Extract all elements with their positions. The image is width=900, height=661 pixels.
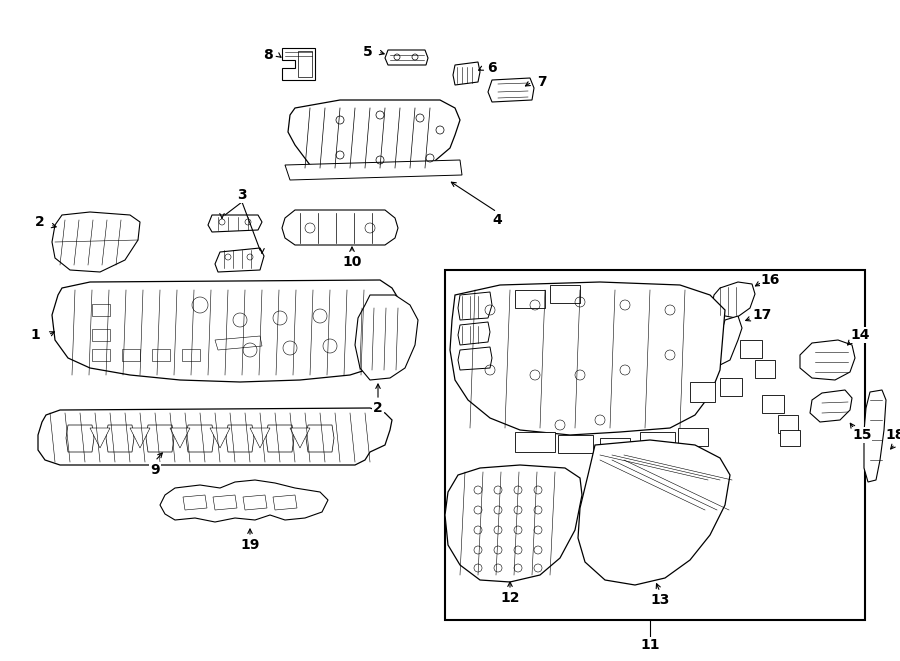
- Bar: [720, 378, 742, 396]
- Polygon shape: [290, 428, 310, 448]
- Text: 5: 5: [363, 45, 373, 59]
- Polygon shape: [160, 480, 328, 522]
- Polygon shape: [186, 425, 214, 452]
- Bar: [678, 428, 708, 446]
- Text: 9: 9: [150, 463, 160, 477]
- Polygon shape: [864, 390, 886, 482]
- Bar: [445, 270, 865, 620]
- Polygon shape: [90, 428, 110, 448]
- Bar: [182, 349, 200, 361]
- Text: 6: 6: [487, 61, 497, 75]
- Polygon shape: [285, 160, 462, 180]
- Text: 1: 1: [30, 328, 40, 342]
- Text: 10: 10: [342, 255, 362, 269]
- Polygon shape: [250, 428, 270, 448]
- Bar: [740, 340, 762, 358]
- Text: 2: 2: [35, 215, 45, 229]
- Polygon shape: [458, 347, 492, 370]
- Polygon shape: [208, 215, 262, 232]
- Polygon shape: [306, 425, 334, 452]
- Bar: [515, 432, 555, 452]
- Polygon shape: [38, 408, 392, 465]
- Text: 13: 13: [651, 593, 670, 607]
- Text: 16: 16: [760, 273, 779, 287]
- Polygon shape: [106, 425, 134, 452]
- Bar: [92, 329, 110, 341]
- Bar: [600, 438, 630, 456]
- Polygon shape: [52, 212, 140, 272]
- Polygon shape: [385, 50, 428, 65]
- Polygon shape: [130, 428, 150, 448]
- Bar: [92, 349, 110, 361]
- Text: 4: 4: [492, 213, 502, 227]
- Polygon shape: [183, 495, 207, 510]
- Text: 15: 15: [852, 428, 872, 442]
- Bar: [92, 304, 110, 316]
- Polygon shape: [273, 495, 297, 510]
- Bar: [640, 432, 675, 450]
- Text: 2: 2: [374, 401, 382, 415]
- Bar: [762, 395, 784, 413]
- Bar: [152, 349, 170, 361]
- Bar: [515, 290, 545, 308]
- Polygon shape: [355, 295, 418, 380]
- Text: 3: 3: [238, 188, 247, 202]
- Text: 14: 14: [850, 328, 869, 342]
- Polygon shape: [578, 440, 730, 585]
- Bar: [558, 435, 593, 453]
- Polygon shape: [453, 62, 480, 85]
- Text: 11: 11: [640, 638, 660, 652]
- Polygon shape: [445, 465, 582, 582]
- Polygon shape: [712, 282, 755, 318]
- Bar: [122, 349, 140, 361]
- Text: 8: 8: [263, 48, 273, 62]
- Polygon shape: [215, 336, 262, 350]
- Polygon shape: [266, 425, 294, 452]
- Polygon shape: [288, 100, 460, 175]
- Polygon shape: [66, 425, 94, 452]
- Polygon shape: [226, 425, 254, 452]
- Bar: [550, 285, 580, 303]
- Text: 12: 12: [500, 591, 520, 605]
- Polygon shape: [458, 292, 492, 320]
- Polygon shape: [800, 340, 855, 380]
- Polygon shape: [146, 425, 174, 452]
- Polygon shape: [213, 495, 237, 510]
- Polygon shape: [210, 428, 230, 448]
- Polygon shape: [243, 495, 267, 510]
- Polygon shape: [810, 390, 852, 422]
- Text: 17: 17: [752, 308, 771, 322]
- Polygon shape: [215, 248, 264, 272]
- Text: 18: 18: [886, 428, 900, 442]
- Bar: [780, 430, 800, 446]
- Polygon shape: [450, 282, 725, 435]
- Bar: [690, 382, 715, 402]
- Text: 7: 7: [537, 75, 547, 89]
- Bar: [298, 51, 312, 77]
- Text: 19: 19: [240, 538, 260, 552]
- Polygon shape: [52, 280, 398, 382]
- Polygon shape: [170, 428, 190, 448]
- Bar: [755, 360, 775, 378]
- Polygon shape: [282, 48, 315, 80]
- Polygon shape: [714, 316, 742, 365]
- Bar: [778, 415, 798, 433]
- Polygon shape: [488, 78, 534, 102]
- Polygon shape: [458, 322, 490, 345]
- Polygon shape: [282, 210, 398, 245]
